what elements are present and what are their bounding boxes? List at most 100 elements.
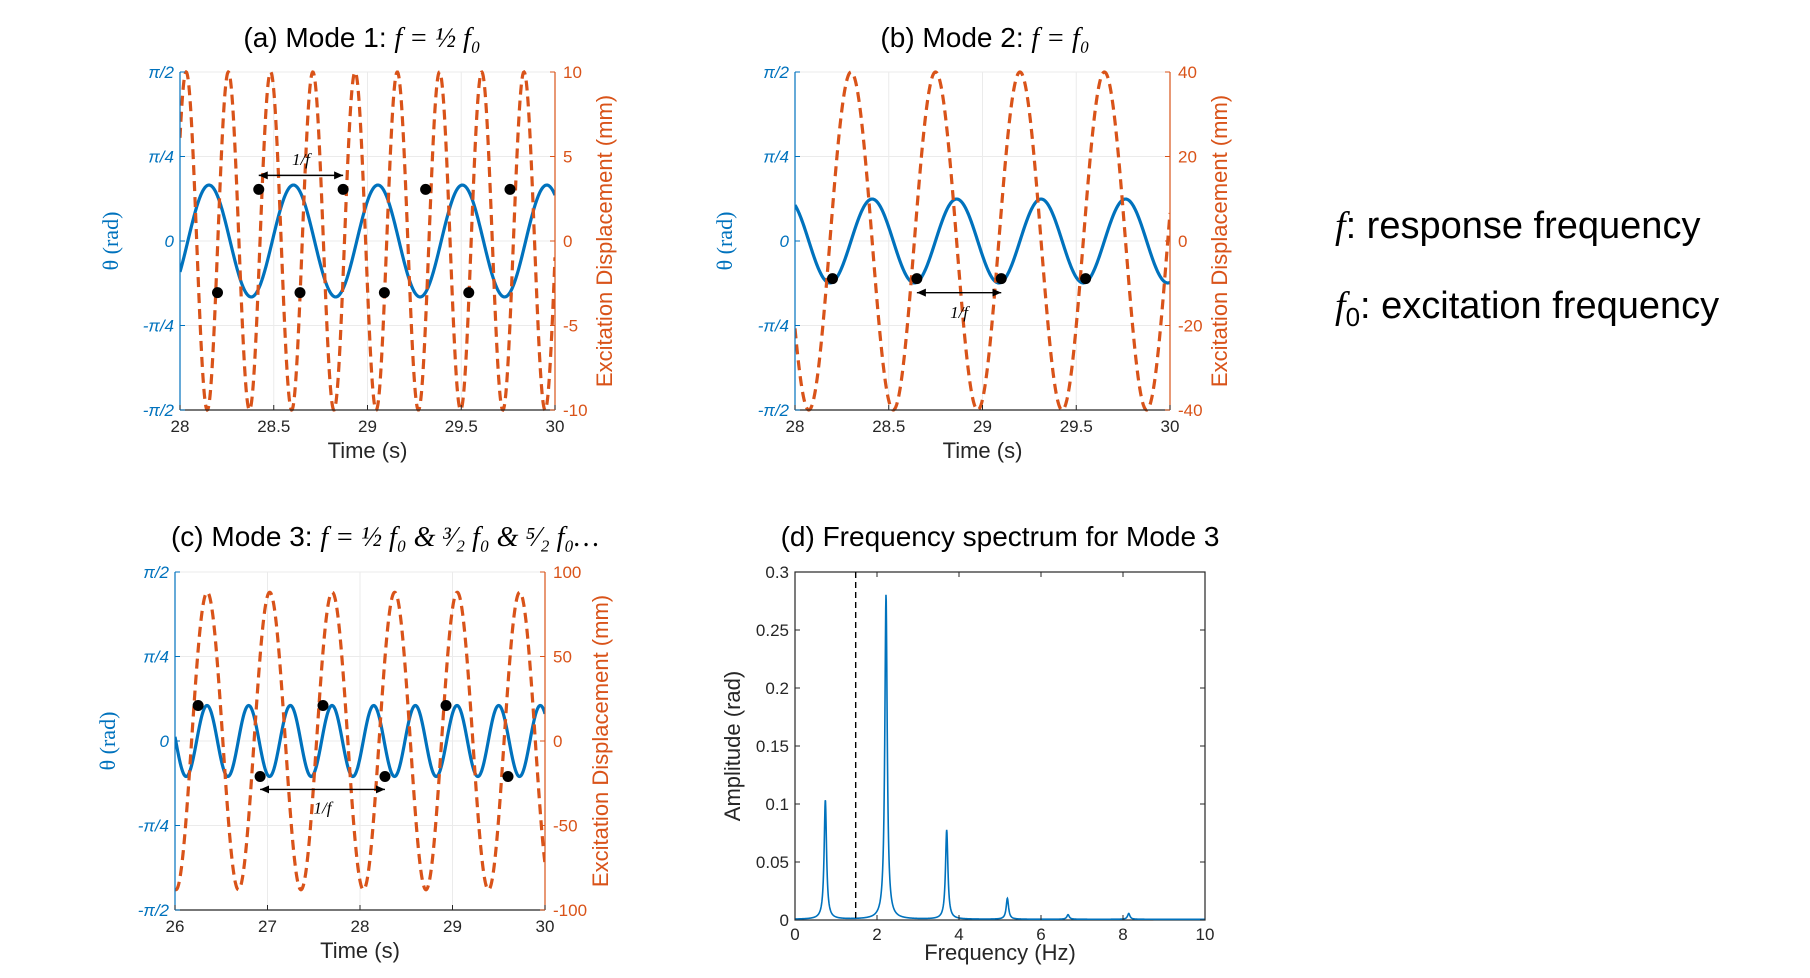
x-tick-label-5: 10 — [1196, 925, 1215, 944]
legend-f: f: response frequency — [1335, 205, 1700, 247]
y-right-tick-label-1: -5 — [563, 317, 578, 336]
y-axis-label: Amplitude (rad) — [720, 671, 745, 821]
y-right-tick-label-0: -40 — [1178, 401, 1203, 420]
title-a: (a) Mode 1: f = ½ f₀ — [243, 22, 480, 54]
y-tick-label-6: 0.3 — [765, 563, 789, 582]
y-left-axis-label: θ (rad) — [95, 712, 120, 771]
y-right-tick-label-4: 100 — [553, 563, 581, 582]
y-left-tick-label-3: π/4 — [763, 148, 789, 167]
y-left-tick-label-4: π/2 — [148, 63, 174, 82]
y-left-tick-label-1: -π/4 — [143, 317, 174, 336]
marker-dot-2 — [294, 287, 306, 299]
x-axis-label: Frequency (Hz) — [924, 940, 1076, 965]
y-right-axis-label: Excitation Displacement (mm) — [1207, 95, 1232, 387]
y-right-tick-label-2: 0 — [563, 232, 572, 251]
y-left-tick-label-0: -π/2 — [143, 401, 175, 420]
marker-dot-2 — [317, 699, 329, 711]
legend-f0: f0: excitation frequency — [1335, 285, 1719, 332]
x-tick-label-1: 2 — [872, 925, 881, 944]
marker-dot-7 — [504, 183, 516, 195]
y-left-tick-label-0: -π/2 — [758, 401, 790, 420]
series-theta-line — [180, 183, 555, 299]
spectrum-line — [794, 594, 1205, 921]
y-left-tick-label-3: π/4 — [148, 148, 174, 167]
y-right-tick-label-4: 40 — [1178, 63, 1197, 82]
y-tick-label-5: 0.25 — [756, 621, 789, 640]
period-label: 1/f — [950, 303, 970, 322]
x-axis-label: Time (s) — [943, 438, 1023, 463]
y-right-tick-label-3: 5 — [563, 148, 572, 167]
x-tick-label-0: 28 — [171, 417, 190, 436]
series-theta-line — [175, 703, 545, 779]
marker-dot-0 — [212, 287, 223, 299]
marker-dot-0 — [827, 273, 838, 285]
y-left-tick-label-1: -π/4 — [138, 817, 169, 836]
panel-a-mode1: 1/f 28 28.5 29 29.5 30 -π/2 -π/4 0 π/4 π/2 -10 -5 0 5 1… — [98, 63, 617, 463]
y-right-tick-label-2: 0 — [553, 732, 562, 751]
period-label: 1/f — [292, 150, 312, 169]
y-right-axis-label: Excitation Displacement (mm) — [592, 95, 617, 387]
marker-dot-1 — [911, 273, 923, 285]
y-left-tick-label-3: π/4 — [143, 648, 169, 667]
marker-dot-2 — [995, 273, 1007, 285]
marker-dot-3 — [379, 771, 391, 783]
x-tick-label-2: 28 — [351, 917, 370, 936]
y-left-tick-label-2: 0 — [165, 232, 175, 251]
x-tick-label-3: 6 — [1036, 925, 1045, 944]
series-excitation-line — [175, 590, 545, 892]
title-d: (d) Frequency spectrum for Mode 3 — [781, 521, 1220, 552]
y-left-tick-label-1: -π/4 — [758, 317, 789, 336]
y-right-tick-label-4: 10 — [563, 63, 582, 82]
y-left-axis-label: θ (rad) — [712, 212, 737, 271]
marker-dot-3 — [1080, 273, 1092, 285]
series-excitation-line — [180, 70, 555, 412]
marker-dot-4 — [440, 699, 452, 711]
panel-c-mode3: 1/f 26 27 28 29 30 -π/2 -π/4 0 π/4 π/2 -100 -50 0 50 10… — [95, 563, 613, 963]
y-left-tick-label-0: -π/2 — [138, 901, 170, 920]
y-right-tick-label-2: 0 — [1178, 232, 1187, 251]
marker-dot-1 — [254, 771, 266, 783]
marker-dot-6 — [463, 287, 475, 299]
x-tick-label-0: 26 — [166, 917, 185, 936]
title-c: (c) Mode 3: f = ½ f₀ & ³⁄₂ f₀ & ⁵⁄₂ f₀… — [171, 521, 599, 553]
y-tick-label-0: 0 — [780, 911, 789, 930]
x-tick-label-2: 4 — [954, 925, 963, 944]
y-right-tick-label-1: -20 — [1178, 317, 1203, 336]
y-tick-label-3: 0.15 — [756, 737, 789, 756]
y-left-tick-label-4: π/2 — [763, 63, 789, 82]
x-tick-label-4: 30 — [1161, 417, 1180, 436]
marker-dot-0 — [192, 699, 204, 711]
panel-b-mode2: 1/f 28 28.5 29 29.5 30 -π/2 -π/4 0 π/4 π/2 -40 -20 0 2… — [712, 63, 1232, 463]
x-tick-label-1: 28.5 — [872, 417, 905, 436]
y-right-tick-label-0: -100 — [553, 901, 587, 920]
x-axis-label: Time (s) — [328, 438, 408, 463]
y-right-tick-label-0: -10 — [563, 401, 588, 420]
series-theta-line — [795, 197, 1170, 285]
y-tick-label-4: 0.2 — [765, 679, 789, 698]
y-left-tick-label-4: π/2 — [143, 563, 169, 582]
y-right-tick-label-3: 50 — [553, 648, 572, 667]
y-right-axis-label: Excitation Displacement (mm) — [588, 595, 613, 887]
x-tick-label-4: 8 — [1118, 925, 1127, 944]
title-b: (b) Mode 2: f = f₀ — [880, 22, 1089, 54]
x-axis-label: Time (s) — [320, 938, 400, 963]
x-tick-label-4: 30 — [536, 917, 555, 936]
y-left-tick-label-2: 0 — [780, 232, 790, 251]
y-left-tick-label-2: 0 — [160, 732, 170, 751]
y-right-tick-label-1: -50 — [553, 817, 578, 836]
x-tick-label-3: 29.5 — [445, 417, 478, 436]
marker-dot-4 — [378, 287, 390, 299]
x-tick-label-2: 29 — [358, 417, 377, 436]
series-excitation-line — [795, 70, 1170, 412]
x-tick-label-4: 30 — [546, 417, 565, 436]
y-left-axis-label: θ (rad) — [98, 212, 123, 271]
panel-d-spectrum: 0 2 4 6 8 10 0 0.05 0.1 0.15 0.2 0.25 0.3 Frequency (… — [720, 563, 1214, 965]
marker-dot-3 — [337, 183, 349, 195]
plot-frame — [794, 571, 1206, 921]
x-tick-label-0: 0 — [790, 925, 799, 944]
marker-dot-1 — [253, 183, 265, 195]
x-tick-label-1: 28.5 — [257, 417, 290, 436]
marker-dot-5 — [502, 771, 514, 783]
y-right-tick-label-3: 20 — [1178, 148, 1197, 167]
